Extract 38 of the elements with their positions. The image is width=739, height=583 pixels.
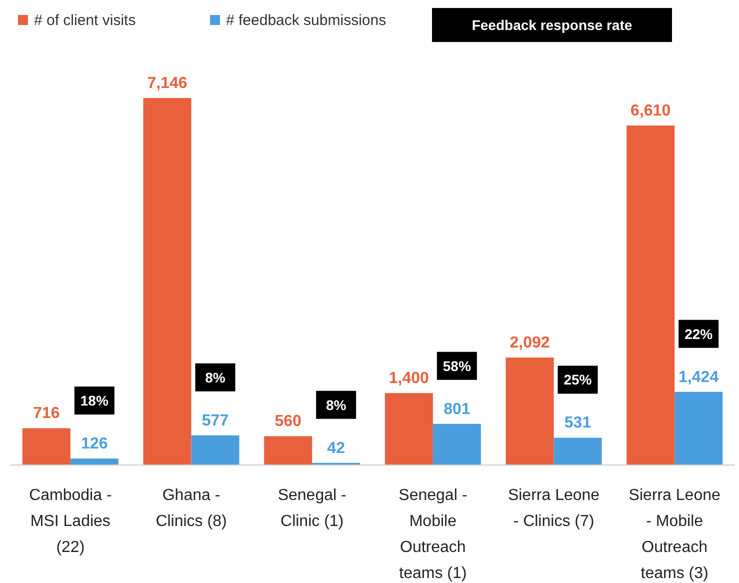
legend-label: # feedback submissions: [226, 12, 386, 29]
bar: [22, 428, 70, 465]
data-label: 6,610: [630, 102, 671, 120]
bar: [506, 358, 554, 465]
bar: [554, 438, 602, 465]
bar: [264, 436, 312, 465]
legend-label: # of client visits: [34, 12, 136, 29]
x-tick-label: Ghana - Clinics (8): [156, 487, 227, 530]
annotation: 8%: [326, 396, 347, 413]
x-tick-label: Sierra Leone - Clinics (7): [508, 487, 600, 530]
data-label: 1,424: [678, 368, 719, 386]
data-label: 2,092: [510, 334, 550, 352]
data-label: 42: [327, 440, 346, 457]
data-label: 577: [202, 412, 229, 430]
data-label: 801: [444, 400, 470, 418]
bar: [674, 392, 723, 465]
x-tick-label: Senegal - Clinic (1): [278, 487, 346, 530]
data-label: 560: [274, 413, 302, 430]
bar: [143, 98, 192, 465]
bar: [70, 458, 118, 465]
annotation: 18%: [80, 392, 109, 409]
text: Feedback response rate: [472, 17, 632, 33]
data-label: 716: [33, 405, 60, 422]
annotation: 22%: [684, 326, 714, 342]
annotation: 58%: [442, 358, 472, 374]
data-label: 7,146: [147, 75, 188, 92]
data-label: 1,400: [388, 370, 430, 388]
bar: [432, 424, 481, 465]
x-tick-label: Senegal - Mobile Outreach teams (1): [398, 487, 468, 582]
data-label: 126: [81, 436, 108, 453]
annotation: 8%: [205, 369, 226, 386]
data-label: 531: [564, 414, 592, 432]
bar: [191, 435, 240, 465]
bar: [384, 393, 433, 465]
annotation: 25%: [564, 372, 592, 388]
x-tick-label: Cambodia - MSI Ladies (22): [29, 487, 112, 556]
bar: [626, 126, 675, 465]
x-tick-label: Sierra Leone - Mobile Outreach teams (3): [628, 487, 720, 582]
